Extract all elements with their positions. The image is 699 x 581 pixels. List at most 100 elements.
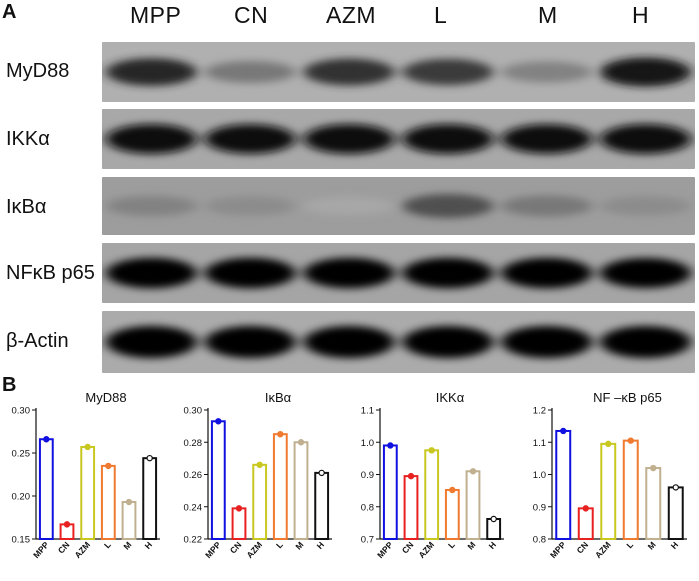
data-point (469, 468, 477, 475)
x-tick-label: M (293, 540, 305, 552)
chart-nfkb: NF –κB p65 0.8 0.9 1.0 1.1 1.2 MPP CN AZM L M H (516, 388, 699, 581)
y-tick-label: 0.20 (12, 492, 31, 503)
bar-h (314, 471, 330, 540)
blot-band (501, 124, 593, 154)
blot-ikka (102, 109, 695, 169)
blot-band (402, 325, 494, 359)
data-point (428, 447, 435, 454)
x-tick-label: L (274, 540, 285, 551)
data-point (146, 454, 153, 462)
blot-band (303, 58, 395, 86)
y-tick-label: 0.8 (533, 535, 546, 546)
data-point (63, 521, 71, 528)
x-tick-label: MPP (375, 539, 395, 560)
x-tick-label: M (646, 540, 658, 552)
x-tick-label: L (624, 540, 635, 551)
blot-band (204, 124, 296, 154)
bar-azm (80, 445, 96, 540)
x-tick-label: MPP (31, 539, 51, 560)
y-tick-label: 0.30 (12, 406, 31, 417)
bar-m (645, 467, 662, 540)
x-tick-label: AZM (593, 540, 613, 560)
bar-l (100, 464, 116, 540)
blot-ikba (102, 177, 695, 235)
blot-band (600, 325, 692, 359)
blot-band (303, 197, 395, 215)
blot-band (105, 325, 197, 359)
x-tick-label: AZM (244, 540, 264, 560)
bar-azm (424, 449, 440, 540)
data-point (627, 437, 634, 444)
blot-myd88 (102, 42, 695, 102)
blot-band (402, 58, 494, 86)
blot-band (402, 124, 494, 154)
bar-mpp (38, 438, 54, 541)
data-point (125, 498, 133, 506)
x-tick-label: MPP (203, 539, 223, 560)
bar-m (293, 441, 309, 540)
x-tick-label: H (487, 540, 499, 551)
y-tick-label: 1.2 (533, 406, 546, 417)
bar-mpp (210, 420, 226, 540)
y-tick-label: 1.0 (361, 438, 374, 449)
x-tick-label: L (446, 540, 457, 551)
blot-label-actin: β-Actin (6, 330, 69, 352)
lane-label-m: M (538, 2, 558, 28)
data-point (318, 469, 325, 477)
blot-band (600, 257, 692, 289)
data-point (560, 427, 567, 435)
bar-l (444, 488, 460, 541)
blot-band (204, 196, 296, 216)
x-tick-label: H (143, 540, 155, 551)
bar-h (667, 486, 684, 540)
blot-band (501, 325, 593, 359)
blot-band (105, 58, 197, 86)
bar-cn (577, 507, 594, 541)
blot-nfkb (102, 243, 695, 303)
data-point (490, 515, 497, 523)
blot-band (501, 195, 593, 217)
data-point (582, 505, 589, 512)
y-tick-label: 0.25 (12, 449, 31, 460)
x-tick-label: CN (575, 540, 591, 556)
data-point (105, 462, 112, 470)
x-tick-label: M (465, 540, 477, 552)
chart-title: IKKα (436, 390, 465, 405)
bar-cn (403, 475, 419, 541)
y-tick-label: 0.7 (361, 535, 374, 546)
bar-azm (600, 442, 617, 540)
chart-title: IκBα (265, 390, 292, 405)
y-tick-label: 0.30 (184, 406, 203, 417)
bar-h (142, 457, 158, 540)
blot-band (600, 196, 692, 216)
data-point (235, 505, 243, 512)
blot-band (402, 194, 494, 218)
panel-a-letter: A (2, 1, 17, 23)
x-tick-label: CN (400, 540, 416, 556)
blot-band (204, 257, 296, 289)
data-point (605, 440, 612, 448)
y-tick-label: 0.28 (184, 438, 203, 449)
bar-cn (231, 507, 247, 541)
y-tick-label: 0.24 (184, 502, 203, 513)
blot-label-nfkb: NFκB p65 (6, 262, 95, 284)
blot-actin (102, 311, 695, 373)
blot-band (204, 61, 296, 83)
x-tick-label: CN (228, 540, 244, 556)
y-tick-label: 1.0 (533, 470, 546, 481)
data-point (407, 472, 415, 480)
y-tick-label: 0.9 (533, 502, 546, 513)
x-tick-label: MPP (548, 539, 568, 560)
blot-band (105, 124, 197, 154)
y-tick-label: 1.1 (533, 438, 546, 449)
data-point (387, 442, 394, 449)
blot-band (303, 257, 395, 289)
x-tick-label: AZM (72, 540, 92, 560)
chart-ikba: IκBα 0.22 0.24 0.26 0.28 0.30 MPP CN AZM L M H (172, 388, 344, 581)
data-point (84, 443, 91, 451)
blot-band (402, 257, 494, 289)
x-tick-label: CN (56, 540, 72, 556)
x-tick-label: L (102, 540, 113, 551)
lane-label-h: H (632, 2, 650, 28)
blot-band (105, 257, 197, 289)
